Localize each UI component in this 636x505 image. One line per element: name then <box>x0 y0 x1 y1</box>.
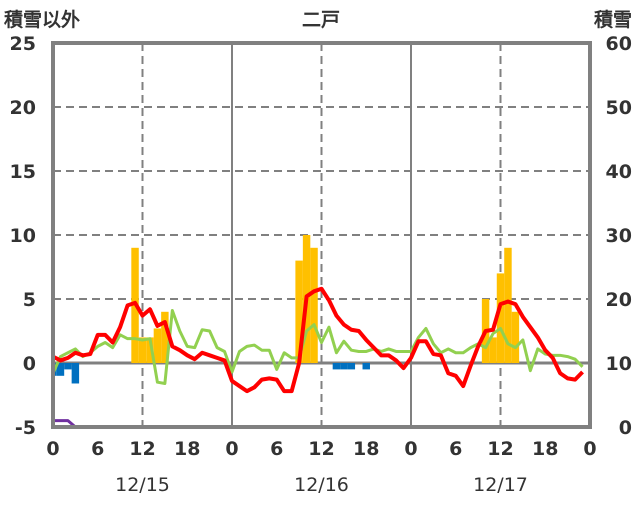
bars <box>53 235 520 384</box>
x-tick-label: 18 <box>174 438 200 460</box>
x-tick-label: 0 <box>583 438 596 460</box>
left-tick-label: 25 <box>10 33 36 55</box>
right-tick-label: 0 <box>619 417 632 439</box>
x-tick-label: 12 <box>487 438 513 460</box>
left-axis-title: 積雪以外 <box>4 8 80 31</box>
left-tick-label: 15 <box>10 161 36 183</box>
x-tick-label: 0 <box>46 438 59 460</box>
x-tick-label: 0 <box>225 438 238 460</box>
precip-bar <box>295 260 303 363</box>
left-tick-label: 5 <box>23 289 36 311</box>
chart-title: 二戸 <box>302 9 340 31</box>
right-tick-label: 50 <box>606 97 632 119</box>
right-tick-label: 40 <box>606 161 632 183</box>
left-tick-label: 10 <box>10 225 36 247</box>
x-tick-label: 6 <box>449 438 462 460</box>
left-tick-label: 0 <box>23 353 36 375</box>
precip-bar <box>489 337 497 363</box>
precip-bar <box>153 328 162 363</box>
precip-bar <box>310 247 318 363</box>
precip-bar <box>146 337 154 363</box>
negative-bar <box>332 363 341 370</box>
negative-bar <box>347 363 356 370</box>
left-tick-label: -5 <box>15 417 36 439</box>
x-tick-label: 18 <box>532 438 558 460</box>
right-tick-label: 20 <box>606 289 632 311</box>
date-label: 12/17 <box>473 474 528 496</box>
precip-bar <box>161 311 169 363</box>
negative-bar <box>362 363 370 370</box>
x-tick-label: 12 <box>308 438 334 460</box>
x-tick-label: 6 <box>91 438 104 460</box>
left-tick-label: 20 <box>10 97 36 119</box>
x-tick-label: 12 <box>129 438 155 460</box>
red-line-series <box>52 286 584 394</box>
right-tick-label: 60 <box>606 33 632 55</box>
negative-bar <box>71 363 80 384</box>
right-tick-label: 10 <box>606 353 632 375</box>
negative-bar <box>340 363 348 370</box>
green-line-series <box>51 309 584 385</box>
precip-bar <box>511 311 520 363</box>
x-tick-label: 18 <box>353 438 379 460</box>
precip-bar <box>138 337 147 363</box>
negative-bar <box>64 363 72 370</box>
grid <box>53 43 590 427</box>
precip-bar <box>504 247 512 363</box>
date-label: 12/16 <box>294 474 349 496</box>
plot-frame <box>51 41 592 429</box>
right-axis-title: 積雪 <box>594 8 632 31</box>
precip-bar <box>496 273 505 363</box>
date-label: 12/15 <box>115 474 170 496</box>
x-tick-label: 6 <box>270 438 283 460</box>
right-tick-label: 30 <box>606 225 632 247</box>
x-tick-label: 0 <box>404 438 417 460</box>
negative-bar <box>56 363 65 376</box>
